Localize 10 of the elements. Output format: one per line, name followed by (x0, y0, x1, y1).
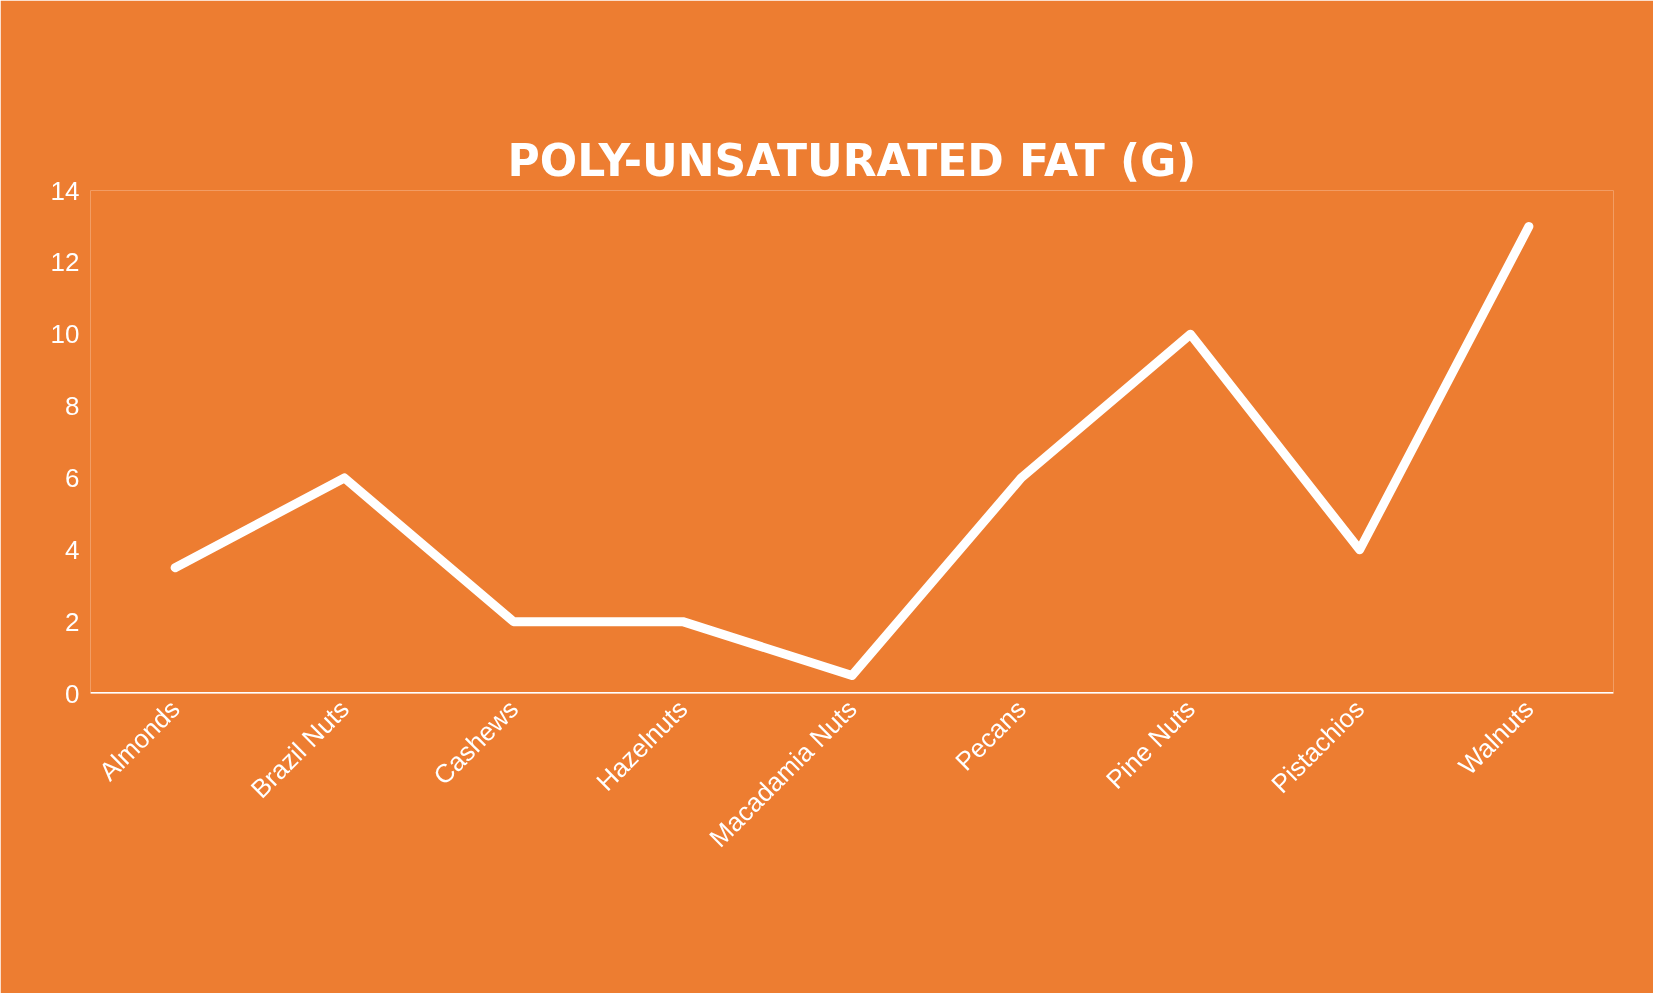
x-tick-label: Pine Nuts (1100, 693, 1202, 795)
chart-title: POLY-UNSATURATED FAT (G) (507, 134, 1197, 186)
y-tick-label: 4 (65, 534, 80, 565)
y-tick-label: 0 (65, 678, 80, 709)
y-tick-label: 10 (50, 319, 80, 350)
y-tick-label: 14 (50, 175, 80, 206)
y-tick-label: 2 (65, 606, 80, 637)
y-tick-label: 6 (65, 462, 80, 493)
y-tick-label: 12 (50, 247, 80, 278)
y-tick-label: 8 (65, 391, 80, 422)
